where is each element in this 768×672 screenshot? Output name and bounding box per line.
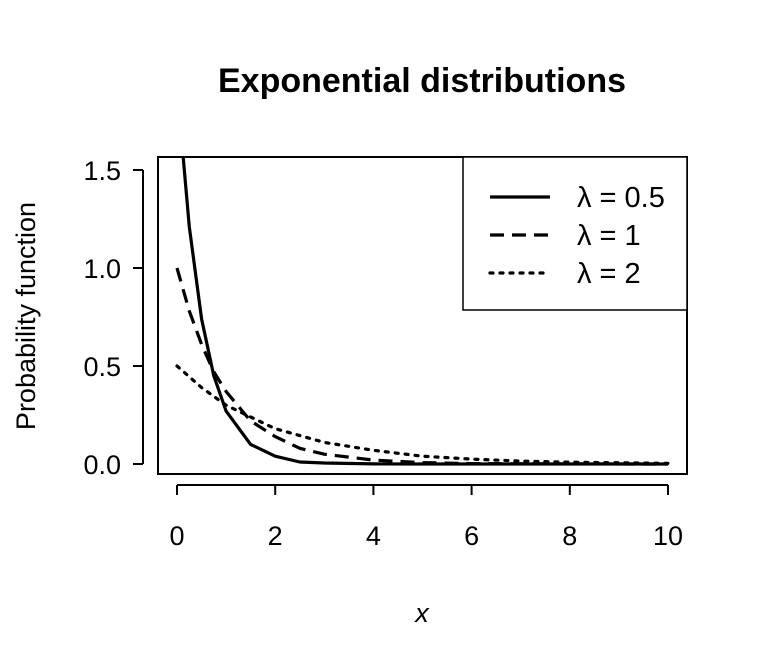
x-tick-label: 10 [653, 521, 683, 551]
x-axis: 0 2 4 6 8 10 [169, 484, 683, 551]
legend-label-3: λ = 2 [577, 258, 641, 290]
legend: λ = 0.5 λ = 1 λ = 2 [462, 156, 688, 311]
legend-label-2: λ = 1 [577, 220, 641, 252]
y-tick-label: 1.5 [83, 156, 121, 186]
x-axis-label: x [413, 598, 430, 628]
series-line-3 [175, 364, 670, 465]
y-tick-label: 0.0 [83, 450, 121, 480]
x-tick-label: 0 [169, 521, 184, 551]
x-tick-label: 4 [366, 521, 381, 551]
plot-frame [157, 156, 688, 475]
series-group [175, 157, 670, 466]
y-axis: 0.0 0.5 1.0 1.5 [83, 156, 144, 480]
x-tick-label: 6 [464, 521, 479, 551]
chart-title: Exponential distributions [218, 62, 626, 100]
legend-label-1: λ = 0.5 [577, 182, 665, 214]
y-axis-label: Probability function [11, 202, 41, 430]
x-tick-label: 2 [268, 521, 283, 551]
y-tick-label: 0.5 [83, 352, 121, 382]
y-tick-label: 1.0 [83, 254, 121, 284]
x-tick-label: 8 [562, 521, 577, 551]
